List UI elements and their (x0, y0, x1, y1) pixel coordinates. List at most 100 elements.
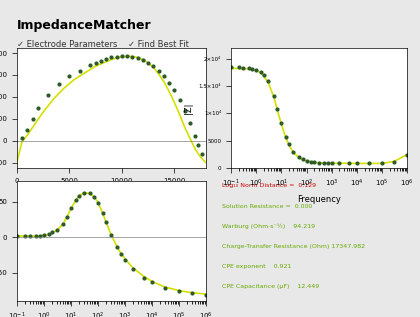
Point (176, 289, 182, 294)
Y-axis label: |Z|: |Z| (184, 102, 193, 113)
Text: ✓ Electrode Parameters: ✓ Electrode Parameters (16, 41, 117, 49)
Point (321, 160, 328, 165)
Point (108, 55, 115, 60)
Point (29, 116, 36, 121)
Point (36, 233, 43, 238)
Point (181, 108, 188, 113)
Point (195, 142, 202, 147)
Point (249, 66, 256, 71)
Point (161, 285, 168, 290)
Point (379, 161, 386, 166)
Point (315, 160, 322, 165)
Point (26, 233, 33, 238)
Point (76, 193, 82, 198)
Point (32, 233, 39, 238)
Point (144, 60, 152, 65)
Point (121, 257, 128, 262)
Point (186, 120, 193, 126)
Point (66, 74, 73, 79)
Point (24, 127, 31, 132)
Point (253, 68, 260, 73)
Point (148, 280, 155, 285)
Point (113, 245, 120, 250)
Point (113, 54, 120, 59)
Text: ✓ Find Best Fit: ✓ Find Best Fit (128, 41, 189, 49)
Point (80, 190, 87, 195)
Text: CPE Capacitance (μF)    12.449: CPE Capacitance (μF) 12.449 (222, 284, 320, 289)
Point (270, 93, 277, 98)
Point (123, 54, 130, 59)
Point (198, 151, 205, 156)
Point (325, 160, 331, 165)
Point (87, 191, 93, 196)
Text: Solution Resistance =  0.000: Solution Resistance = 0.000 (222, 204, 312, 209)
Point (140, 275, 147, 280)
Point (404, 153, 411, 158)
Point (346, 161, 353, 166)
Point (366, 161, 373, 166)
Point (165, 80, 172, 85)
X-axis label: Re[Z]: Re[Z] (100, 189, 123, 198)
Point (102, 220, 109, 225)
Point (45, 92, 52, 97)
Point (19, 136, 26, 141)
Point (245, 66, 252, 71)
Point (90, 194, 97, 199)
Point (303, 158, 310, 163)
Point (139, 57, 146, 62)
Point (40, 233, 47, 238)
Point (274, 106, 281, 111)
Text: CPE exponent    0.921: CPE exponent 0.921 (222, 264, 292, 269)
Point (257, 70, 264, 75)
Point (192, 134, 199, 139)
Point (228, 64, 234, 69)
Point (68, 206, 74, 211)
Point (55, 81, 62, 86)
Point (176, 98, 183, 103)
Point (117, 252, 124, 257)
Point (97, 58, 104, 63)
Point (240, 65, 247, 70)
Point (134, 55, 141, 61)
Point (202, 292, 209, 297)
X-axis label: Frequency: Frequency (297, 195, 341, 204)
Text: Charge-Transfer Resistance (Ohm) 17347.982: Charge-Transfer Resistance (Ohm) 17347.9… (222, 244, 365, 249)
Point (87, 62, 94, 68)
Point (94, 200, 101, 205)
Point (278, 120, 285, 126)
Point (171, 88, 178, 93)
Point (76, 68, 83, 73)
Point (260, 72, 267, 77)
Point (311, 160, 318, 165)
Point (155, 68, 162, 73)
Point (328, 160, 335, 165)
Point (102, 56, 109, 61)
Point (13, 233, 20, 238)
Point (108, 232, 114, 237)
Point (129, 54, 136, 59)
Point (308, 159, 315, 164)
Point (160, 74, 167, 79)
Point (336, 161, 343, 166)
Point (299, 157, 306, 162)
Point (290, 149, 297, 154)
Text: Log₁₀ Norm Distance =  0.129: Log₁₀ Norm Distance = 0.129 (222, 183, 317, 188)
Point (286, 141, 292, 146)
Point (99, 211, 106, 216)
Point (235, 65, 242, 70)
Point (45, 231, 52, 236)
Point (150, 64, 157, 69)
Point (188, 291, 195, 296)
Point (53, 227, 60, 232)
Text: ImpedanceMatcher: ImpedanceMatcher (16, 19, 151, 32)
Point (59, 221, 66, 226)
Point (391, 159, 398, 165)
Point (118, 54, 125, 59)
Point (72, 197, 79, 202)
Point (92, 60, 99, 65)
Point (63, 214, 70, 219)
Point (21, 233, 28, 238)
Point (129, 267, 136, 272)
Point (354, 161, 360, 166)
Point (49, 230, 55, 235)
